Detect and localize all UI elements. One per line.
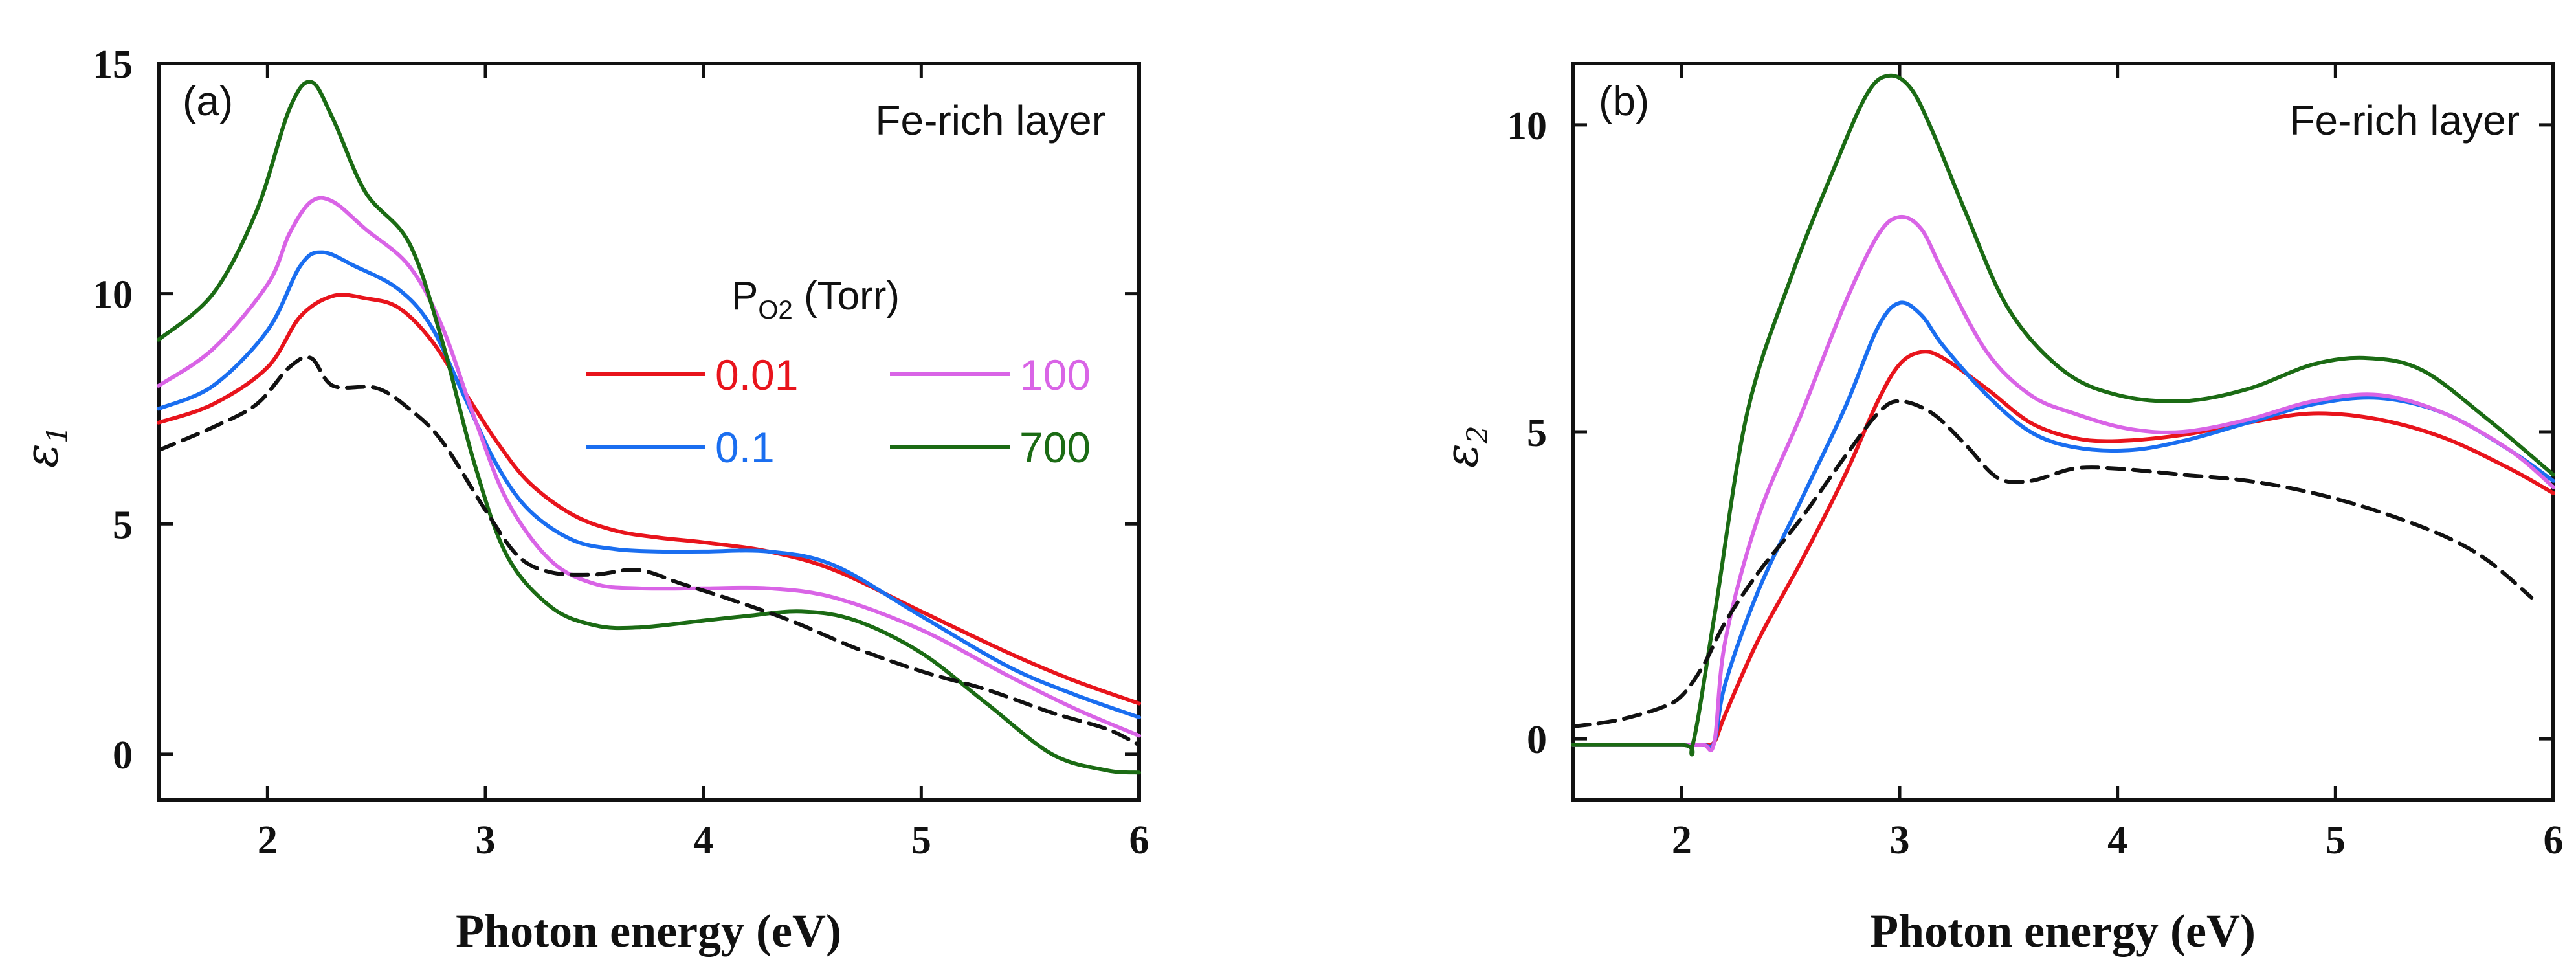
legend-label-0-01: 0.01 <box>715 351 798 399</box>
panel-a-series-0-1 <box>157 250 1141 719</box>
panel-b-xtick-label: 2 <box>1672 818 1692 862</box>
panel-b-series-100 <box>1571 214 2555 753</box>
panel-a-annotation: Fe-rich layer <box>875 97 1105 144</box>
panel-a-ytick-label: 10 <box>93 273 133 317</box>
panel-b-ytick-label: 5 <box>1527 411 1547 455</box>
panel-a: 2 3 4 5 6 0 5 10 15 (a) Fe-rich layer Photon ene… <box>15 43 1149 957</box>
panel-a-xtick-label: 2 <box>258 818 278 862</box>
panel-b-ytick-label: 0 <box>1527 718 1547 762</box>
panel-a-frame <box>157 62 1141 802</box>
panel-b-annotation: Fe-rich layer <box>2289 97 2520 144</box>
svg-text:ε1: ε1 <box>15 425 74 468</box>
panel-b-series <box>1571 73 2555 757</box>
panel-a-xtick-label: 6 <box>1129 818 1149 862</box>
panel-a-ylabel: ε1 <box>15 425 74 468</box>
panel-a-series-0-01 <box>157 293 1141 706</box>
panel-b-xlabel: Photon energy (eV) <box>1870 905 2256 957</box>
panel-b-ytick-label: 10 <box>1507 104 1547 148</box>
panel-b-series-0-01 <box>1571 350 2555 748</box>
panel-b-xtick-label: 3 <box>1890 818 1910 862</box>
legend-title-p: P <box>731 274 758 319</box>
panel-b-xtick-label: 5 <box>2326 818 2346 862</box>
panel-b-label: (b) <box>1599 78 1649 124</box>
panel-b-series-reference-dashed <box>1571 399 2534 729</box>
panel-a-ylabel-subscript: 1 <box>41 425 74 443</box>
legend-label-100: 100 <box>1019 351 1091 399</box>
panel-a-xtick-label: 4 <box>693 818 713 862</box>
panel-b-series-700 <box>1571 73 2555 757</box>
svg-text:ε2: ε2 <box>1435 425 1494 468</box>
legend-title-subscript: O2 <box>758 296 792 324</box>
panel-a-series-reference-dashed <box>157 355 1141 747</box>
panel-b-ylabel-symbol: ε <box>1435 443 1488 468</box>
panel-a-xlabel: Photon energy (eV) <box>456 905 841 957</box>
panel-a-ytick-label: 15 <box>93 43 133 87</box>
legend: PO2 (Torr) 0.01 100 0.1 700 <box>586 274 1091 471</box>
panel-b-xtick-label: 4 <box>2107 818 2127 862</box>
panel-a-series-700 <box>157 80 1141 775</box>
panel-b-series-0-1 <box>1571 300 2555 750</box>
panel-b-ylabel-subscript: 2 <box>1461 425 1494 444</box>
panel-a-xtick-label: 5 <box>911 818 931 862</box>
legend-title: PO2 (Torr) <box>731 274 900 324</box>
panel-b-ylabel: ε2 <box>1435 425 1494 468</box>
panel-b-xtick-label: 6 <box>2544 818 2564 862</box>
panel-a-series-100 <box>157 196 1141 738</box>
panel-a-ytick-label: 5 <box>113 503 133 547</box>
legend-items: 0.01 100 0.1 700 <box>586 351 1091 471</box>
panel-a-ytick-label: 0 <box>113 734 133 778</box>
panel-b: 2 3 4 5 6 0 5 10 (b) Fe-rich layer Photon energ… <box>1435 62 2564 957</box>
legend-title-unit: (Torr) <box>793 274 900 319</box>
panel-a-ylabel-symbol: ε <box>15 443 68 468</box>
panel-a-label: (a) <box>183 78 233 124</box>
legend-label-700: 700 <box>1019 423 1091 471</box>
legend-label-0-1: 0.1 <box>715 423 775 471</box>
panel-a-xtick-label: 3 <box>476 818 496 862</box>
panel-a-series <box>157 80 1141 775</box>
panel-a-ticks: 2 3 4 5 6 0 5 10 15 <box>93 43 1149 862</box>
panel-b-ticks: 2 3 4 5 6 0 5 10 <box>1507 63 2564 862</box>
